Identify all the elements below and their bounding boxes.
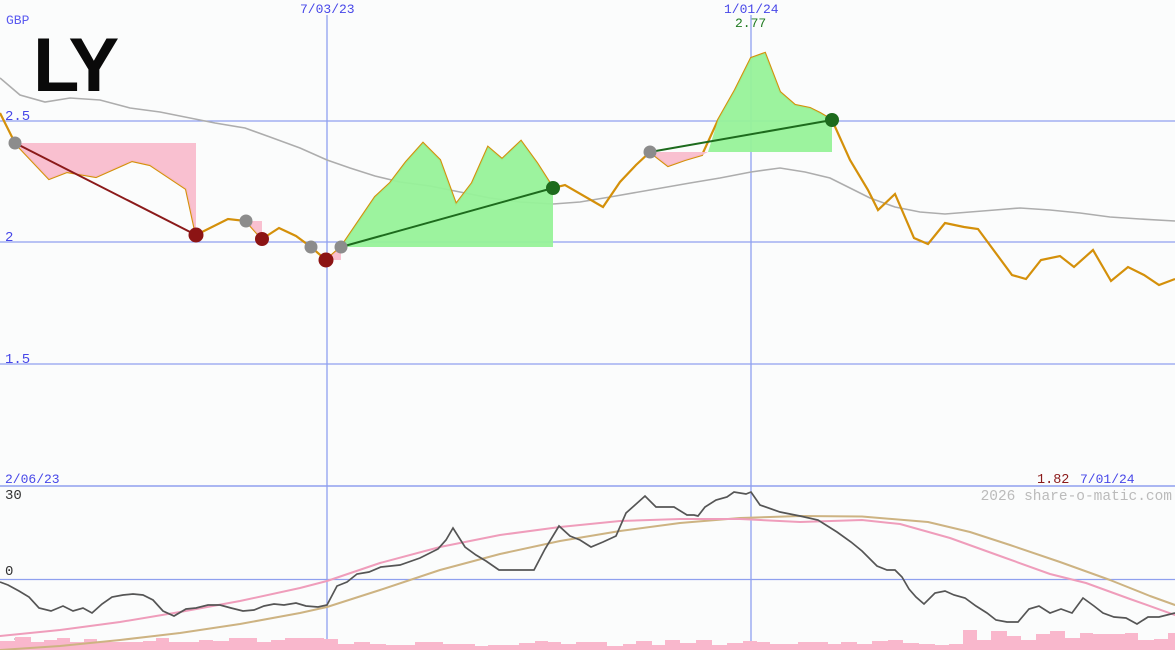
svg-text:2.5: 2.5 bbox=[5, 109, 30, 125]
svg-text:2.77: 2.77 bbox=[735, 16, 766, 31]
svg-text:2: 2 bbox=[5, 230, 13, 246]
svg-text:7/01/24: 7/01/24 bbox=[1080, 472, 1135, 487]
svg-text:2/06/23: 2/06/23 bbox=[5, 472, 60, 487]
svg-text:LY: LY bbox=[33, 23, 118, 108]
svg-text:1.5: 1.5 bbox=[5, 352, 30, 368]
svg-text:0: 0 bbox=[5, 564, 13, 580]
svg-text:1/01/24: 1/01/24 bbox=[724, 2, 779, 17]
svg-text:2026 share-o-matic.com: 2026 share-o-matic.com bbox=[981, 489, 1172, 505]
svg-text:GBP: GBP bbox=[6, 13, 30, 28]
svg-text:1.82: 1.82 bbox=[1037, 473, 1069, 488]
svg-text:7/03/23: 7/03/23 bbox=[300, 2, 355, 17]
svg-text:30: 30 bbox=[5, 488, 22, 504]
